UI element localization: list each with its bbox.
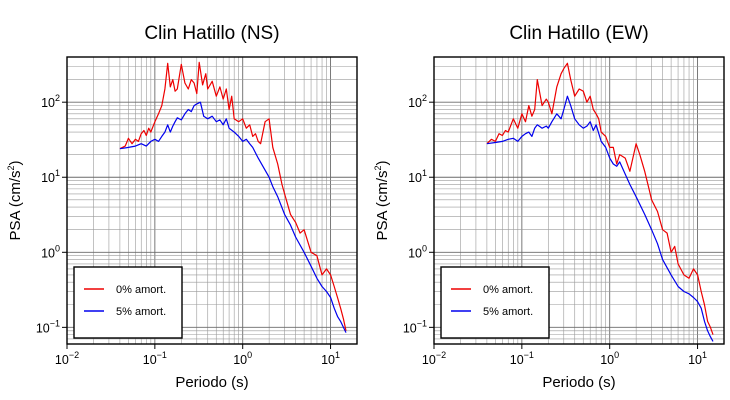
x-tick-base: 10 xyxy=(688,353,702,367)
y-tick-exponent: 2 xyxy=(55,93,60,103)
y-tick-base: 10 xyxy=(41,171,55,185)
x-tick-base: 10 xyxy=(233,353,247,367)
x-tick-exponent: 1 xyxy=(702,350,707,360)
y-axis-label-text: PSA (cm/s xyxy=(374,171,391,241)
y-tick-label: 102 xyxy=(41,93,60,110)
y-tick-exponent: −1 xyxy=(417,318,427,328)
y-tick-label: 10−1 xyxy=(36,318,60,335)
legend-label: 0% amort. xyxy=(483,284,533,296)
x-tick-exponent: 0 xyxy=(614,350,619,360)
x-tick-base: 10 xyxy=(422,353,436,367)
x-tick-label: 100 xyxy=(600,350,619,367)
x-tick-label: 10−1 xyxy=(510,350,534,367)
y-tick-base: 10 xyxy=(41,96,55,110)
x-tick-label: 101 xyxy=(321,350,340,367)
series-line-blue xyxy=(119,101,347,333)
y-axis-label: PSA (cm/s2) xyxy=(6,160,24,240)
x-tick-exponent: −1 xyxy=(524,350,534,360)
y-tick-exponent: 0 xyxy=(422,243,427,253)
x-tick-base: 10 xyxy=(600,353,614,367)
y-tick-exponent: 2 xyxy=(422,93,427,103)
x-tick-label: 10−2 xyxy=(55,350,79,367)
x-tick-base: 10 xyxy=(55,353,69,367)
chart-title: Clin Hatillo (EW) xyxy=(509,23,648,44)
series-line-red xyxy=(486,62,714,335)
y-axis-label-text: PSA (cm/s xyxy=(7,171,24,241)
legend-box xyxy=(440,266,550,339)
y-tick-label: 10−1 xyxy=(403,318,427,335)
y-tick-base: 10 xyxy=(408,96,422,110)
x-tick-exponent: −2 xyxy=(69,350,79,360)
x-tick-base: 10 xyxy=(143,353,157,367)
plot-frame xyxy=(66,56,358,345)
y-tick-label: 101 xyxy=(408,168,427,185)
y-tick-base: 10 xyxy=(408,171,422,185)
y-tick-label: 100 xyxy=(41,243,60,260)
x-tick-label: 10−1 xyxy=(143,350,167,367)
x-tick-exponent: 0 xyxy=(247,350,252,360)
legend-box xyxy=(73,266,183,339)
series-line-red xyxy=(119,61,347,331)
x-tick-label: 100 xyxy=(233,350,252,367)
plot-frame xyxy=(433,56,725,345)
y-tick-exponent: 0 xyxy=(55,243,60,253)
x-tick-exponent: −1 xyxy=(157,350,167,360)
legend: 0% amort. 5% amort. xyxy=(73,266,183,339)
x-tick-label: 10−2 xyxy=(422,350,446,367)
x-tick-base: 10 xyxy=(321,353,335,367)
x-axis-label: Periodo (s) xyxy=(542,374,615,391)
x-tick-label: 101 xyxy=(688,350,707,367)
y-tick-base: 10 xyxy=(36,321,50,335)
legend: 0% amort. 5% amort. xyxy=(440,266,550,339)
x-tick-exponent: 1 xyxy=(335,350,340,360)
gridlines xyxy=(66,56,358,345)
y-tick-exponent: 1 xyxy=(422,168,427,178)
y-tick-base: 10 xyxy=(408,246,422,260)
y-axis-label-superscript: 2 xyxy=(6,165,16,170)
x-axis-label: Periodo (s) xyxy=(175,374,248,391)
legend-label: 5% amort. xyxy=(483,306,533,318)
x-tick-base: 10 xyxy=(510,353,524,367)
y-tick-exponent: 1 xyxy=(55,168,60,178)
y-tick-label: 100 xyxy=(408,243,427,260)
series-line-blue xyxy=(486,95,714,342)
y-tick-base: 10 xyxy=(41,246,55,260)
legend-label: 5% amort. xyxy=(116,306,166,318)
x-tick-exponent: −2 xyxy=(436,350,446,360)
y-axis-label-close: ) xyxy=(7,160,24,165)
y-axis-label-close: ) xyxy=(374,160,391,165)
y-axis-label-superscript: 2 xyxy=(373,165,383,170)
chart-title: Clin Hatillo (NS) xyxy=(144,23,279,44)
y-axis-label: PSA (cm/s2) xyxy=(373,160,391,240)
y-tick-label: 101 xyxy=(41,168,60,185)
legend-label: 0% amort. xyxy=(116,284,166,296)
y-tick-exponent: −1 xyxy=(50,318,60,328)
y-tick-label: 102 xyxy=(408,93,427,110)
y-tick-base: 10 xyxy=(403,321,417,335)
